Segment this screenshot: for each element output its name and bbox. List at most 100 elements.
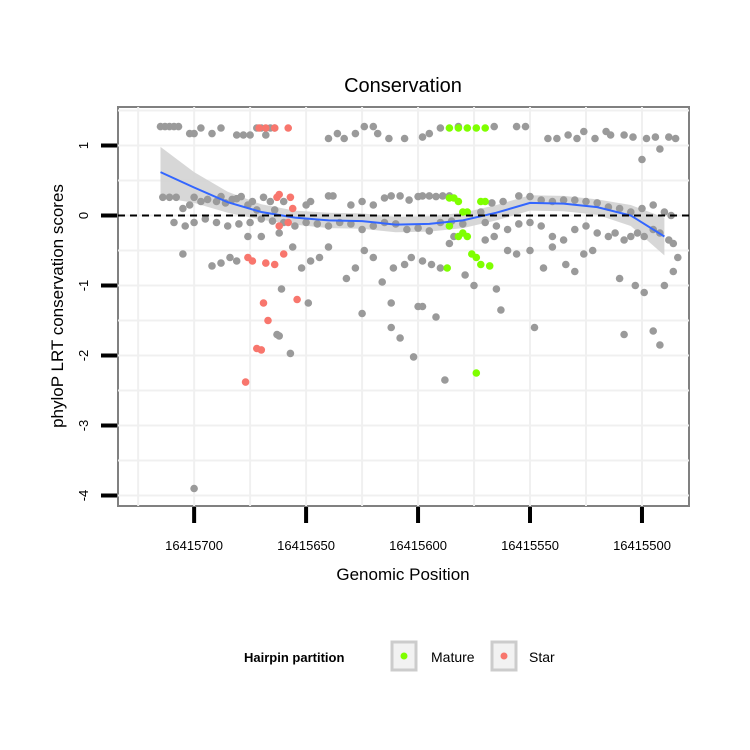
point-other xyxy=(620,330,628,339)
point-other xyxy=(515,192,523,200)
point-other xyxy=(640,232,648,241)
point-mature xyxy=(463,232,472,241)
point-other xyxy=(488,199,496,207)
point-mature xyxy=(472,369,481,377)
point-other xyxy=(340,134,349,143)
point-other xyxy=(640,288,648,297)
point-star xyxy=(288,204,297,213)
point-other xyxy=(396,334,404,342)
point-other xyxy=(611,229,619,237)
point-other xyxy=(481,236,490,244)
point-other xyxy=(223,222,232,230)
point-other xyxy=(593,229,601,237)
point-other xyxy=(387,192,396,200)
point-other xyxy=(418,257,427,265)
point-other xyxy=(358,309,366,318)
point-other xyxy=(537,222,545,230)
legend: Hairpin partition Mature Star xyxy=(244,640,555,672)
point-other xyxy=(405,196,413,204)
point-mature xyxy=(485,262,494,270)
point-other xyxy=(642,134,651,143)
point-other xyxy=(358,225,366,234)
point-mature xyxy=(463,208,472,216)
point-other xyxy=(544,134,552,143)
point-other xyxy=(649,327,657,335)
point-other xyxy=(259,193,268,202)
point-other xyxy=(497,306,505,314)
point-other xyxy=(190,129,198,138)
point-other xyxy=(492,222,501,230)
point-other xyxy=(385,134,393,143)
point-other xyxy=(369,253,378,262)
point-other xyxy=(201,215,210,223)
point-other xyxy=(526,218,534,227)
point-star xyxy=(293,295,301,304)
point-other xyxy=(239,131,248,139)
smooth-line xyxy=(160,171,665,238)
point-other xyxy=(159,193,167,202)
point-other xyxy=(445,239,454,248)
point-other xyxy=(313,220,322,228)
point-other xyxy=(656,341,664,349)
legend-dot-mature xyxy=(400,652,408,660)
point-other xyxy=(629,133,637,141)
point-other xyxy=(235,220,243,228)
point-other xyxy=(369,201,378,209)
point-other xyxy=(347,201,355,209)
point-other xyxy=(237,192,245,201)
point-other xyxy=(660,208,669,216)
point-other xyxy=(638,155,646,164)
point-other xyxy=(674,253,682,262)
point-other xyxy=(181,222,189,230)
point-other xyxy=(246,218,254,227)
point-other xyxy=(246,131,254,139)
point-other xyxy=(329,192,337,200)
point-other xyxy=(503,246,512,255)
y-tick-label: -1 xyxy=(76,280,91,292)
legend-dot-star xyxy=(500,652,508,660)
point-other xyxy=(425,129,434,138)
point-other xyxy=(324,243,333,251)
point-other xyxy=(248,197,257,206)
point-star xyxy=(279,250,288,258)
point-other xyxy=(671,134,680,143)
point-other xyxy=(208,129,216,138)
point-mature xyxy=(472,124,481,132)
point-other xyxy=(244,232,252,241)
point-mature xyxy=(454,124,463,132)
point-star xyxy=(257,346,266,354)
point-other xyxy=(358,197,366,206)
x-tick-label: 16415650 xyxy=(277,538,335,553)
point-other xyxy=(190,193,198,202)
point-star xyxy=(270,260,279,269)
point-other xyxy=(407,253,416,262)
point-other xyxy=(400,260,409,269)
point-star xyxy=(241,378,250,386)
point-other xyxy=(226,253,234,262)
point-mature xyxy=(477,260,485,269)
point-other xyxy=(409,353,418,361)
point-other xyxy=(217,259,225,267)
point-star xyxy=(262,259,270,267)
point-star xyxy=(286,193,295,202)
point-other xyxy=(580,127,588,136)
point-mature xyxy=(472,253,481,262)
point-other xyxy=(174,122,183,131)
y-tick-label: 1 xyxy=(76,142,91,149)
point-other xyxy=(360,122,369,131)
point-other xyxy=(427,260,436,269)
point-other xyxy=(212,218,221,227)
point-other xyxy=(459,220,467,228)
point-star xyxy=(255,124,263,132)
point-other xyxy=(606,131,615,139)
point-other xyxy=(400,134,409,143)
point-other xyxy=(324,134,333,143)
x-axis-title: Genomic Position xyxy=(336,565,469,584)
point-other xyxy=(389,264,398,272)
point-other xyxy=(580,250,588,258)
point-other xyxy=(593,199,601,207)
point-other xyxy=(373,129,382,138)
point-other xyxy=(573,134,581,143)
point-other xyxy=(539,264,548,272)
point-mature xyxy=(463,124,472,132)
